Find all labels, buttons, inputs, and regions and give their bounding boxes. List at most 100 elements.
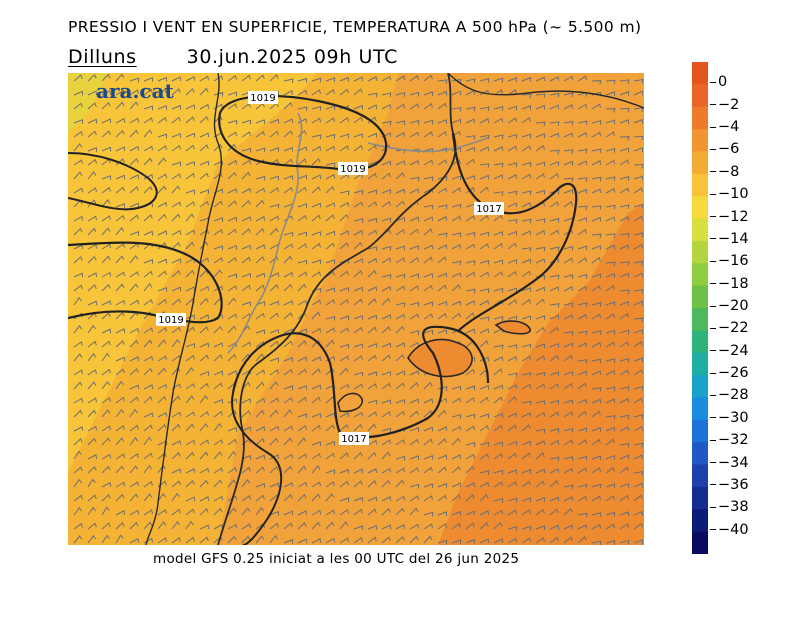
legend-swatch: [692, 330, 708, 354]
wind-barb: [367, 496, 378, 502]
wind-barb: [339, 537, 349, 544]
wind-barb: [157, 105, 167, 110]
wind-barb: [633, 244, 644, 250]
wind-barb: [199, 75, 210, 82]
wind-barb: [185, 508, 195, 516]
wind-barb: [115, 299, 126, 306]
wind-barb: [549, 303, 560, 308]
wind-barb: [241, 398, 252, 404]
wind-barb: [143, 77, 153, 82]
wind-barb: [549, 480, 559, 488]
wind-barb: [521, 424, 531, 432]
wind-barb: [241, 494, 251, 502]
wind-barb: [129, 396, 139, 404]
wind-barb: [171, 298, 181, 306]
wind-barb: [633, 470, 644, 476]
wind-barb: [297, 89, 308, 96]
wind-barb: [269, 272, 280, 278]
wind-barb: [437, 232, 448, 238]
wind-barb: [381, 297, 391, 306]
wind-barb: [101, 243, 111, 250]
wind-barb: [353, 116, 363, 124]
forecast-day: Dilluns: [68, 46, 137, 68]
wind-barb: [367, 508, 377, 516]
wind-barb: [591, 120, 602, 125]
isobar-label-2: 1019: [338, 162, 368, 175]
wind-barb: [605, 261, 616, 267]
wind-barb: [311, 157, 321, 166]
wind-barb: [87, 506, 96, 516]
wind-barb: [591, 245, 601, 250]
wind-barb: [395, 200, 405, 208]
wind-barb: [507, 526, 518, 531]
wind-barb: [563, 229, 573, 236]
wind-barb: [129, 538, 140, 544]
wind-barb: [241, 466, 251, 474]
wind-barb: [409, 426, 420, 432]
wind-barb: [283, 101, 293, 110]
wind-barb: [409, 228, 419, 236]
wind-barb: [451, 510, 462, 516]
wind-barb: [507, 509, 517, 516]
wind-barb: [521, 343, 532, 349]
wind-barb: [605, 415, 616, 420]
wind-barb: [437, 523, 447, 530]
wind-barb: [409, 467, 419, 474]
wind-barb: [353, 452, 363, 460]
wind-barb: [549, 161, 559, 166]
wind-barb: [577, 330, 588, 336]
wind-barb: [633, 203, 644, 209]
wind-barb: [367, 423, 377, 432]
wind-barb: [241, 410, 251, 418]
wind-barb: [563, 439, 573, 446]
wind-barb: [619, 159, 629, 166]
wind-barb: [367, 189, 378, 195]
wind-barb: [381, 274, 392, 279]
coastline-france: [447, 73, 644, 109]
wind-barb: [255, 506, 265, 516]
wind-barb: [143, 436, 152, 446]
wind-barb: [493, 174, 504, 180]
wind-barb: [479, 174, 490, 180]
wind-barb: [437, 244, 448, 250]
wind-barb: [507, 384, 518, 390]
wind-barb: [479, 134, 490, 140]
wind-barb: [283, 453, 294, 460]
wind-barb: [577, 536, 587, 544]
wind-barb: [381, 536, 391, 544]
wind-barb: [381, 524, 392, 530]
wind-barb: [101, 506, 110, 516]
wind-barb: [297, 413, 307, 418]
wind-barb: [199, 451, 209, 460]
wind-barb: [535, 315, 546, 320]
wind-barb: [535, 173, 545, 180]
wind-barb: [213, 507, 223, 516]
wind-barb: [633, 340, 643, 348]
wind-barb: [367, 439, 378, 446]
wind-barb: [605, 511, 616, 517]
wind-barb: [521, 258, 532, 264]
legend-label: −10: [710, 186, 749, 202]
wind-barb: [521, 173, 532, 180]
wind-barb: [633, 164, 644, 169]
legend-label: −40: [710, 522, 749, 538]
wind-barb: [129, 521, 139, 530]
wind-barb: [535, 229, 546, 236]
wind-barb: [87, 199, 97, 208]
wind-barb: [409, 535, 419, 544]
isobar-label-text: 1019: [158, 315, 183, 326]
wind-barb: [283, 437, 293, 446]
wind-barb: [157, 173, 168, 180]
wind-barb: [185, 172, 195, 180]
wind-barb: [269, 466, 279, 474]
isobar-label-text: 1017: [476, 204, 501, 215]
wind-barb: [185, 367, 195, 376]
wind-barb: [521, 105, 531, 110]
wind-barb: [353, 144, 363, 152]
wind-barb: [87, 227, 97, 236]
wind-barb: [311, 441, 321, 446]
wind-barb: [143, 384, 154, 390]
wind-barb: [199, 536, 209, 544]
wind-barb: [381, 285, 392, 292]
wind-barb: [115, 243, 125, 250]
